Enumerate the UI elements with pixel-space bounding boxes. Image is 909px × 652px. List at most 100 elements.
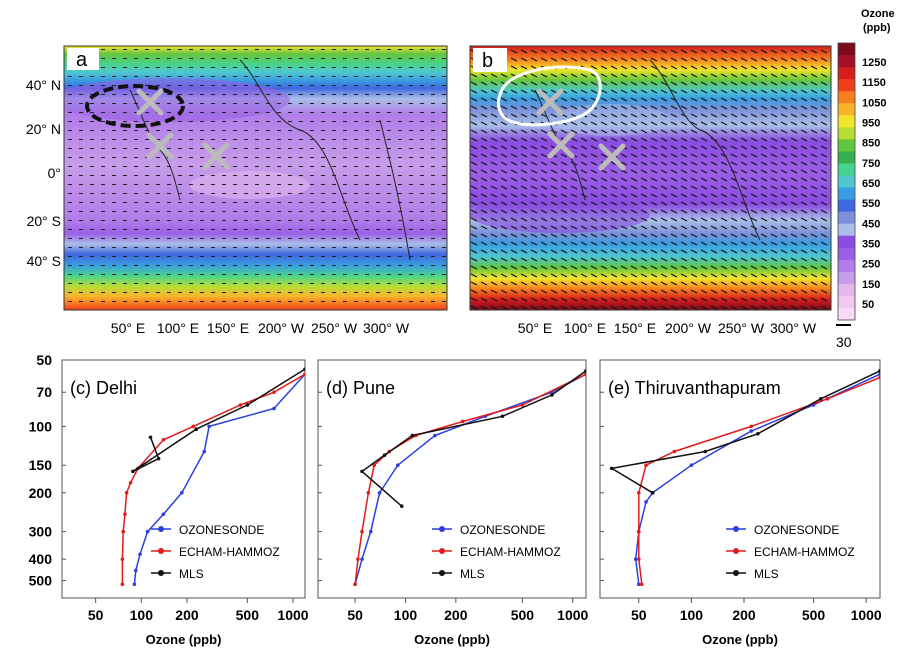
colorbar-swatch <box>838 235 855 249</box>
data-point <box>520 403 525 407</box>
colorbar-tick: 250 <box>862 259 880 271</box>
lon-label: 50° E <box>518 320 552 336</box>
data-point <box>303 367 305 371</box>
colorbar-swatch <box>838 91 855 104</box>
data-point <box>207 424 211 429</box>
data-point <box>749 429 754 433</box>
data-point <box>238 403 243 407</box>
legend-label: ECHAM-HAMMOZ <box>460 545 561 559</box>
data-point <box>121 529 126 534</box>
legend-marker <box>439 548 445 554</box>
x-tick-label: 50 <box>347 607 363 623</box>
data-point <box>410 433 415 438</box>
data-point <box>134 568 138 573</box>
data-point <box>120 557 125 561</box>
colorbar-swatch <box>838 199 855 213</box>
legend-label: OZONESONDE <box>179 523 264 537</box>
series-group <box>120 367 305 587</box>
lon-label: 50° E <box>111 320 145 336</box>
colorbar-swatch <box>838 103 855 116</box>
colorbar-swatch <box>838 211 855 225</box>
data-point <box>372 463 376 468</box>
cross-marker <box>202 142 230 170</box>
data-point <box>377 490 382 495</box>
x-axis-label: Ozone (ppb) <box>414 632 490 647</box>
colorbar-tick: 950 <box>862 118 880 130</box>
colorbar-swatch <box>838 79 855 92</box>
wind-vectors-b <box>470 46 831 310</box>
y-tick-label: 100 <box>29 418 53 434</box>
colorbar-swatch <box>838 67 855 80</box>
x-tick-label: 50 <box>88 607 104 623</box>
data-point <box>584 369 586 373</box>
map-panel-a: a <box>63 45 448 311</box>
data-point <box>161 437 166 442</box>
lat-label: 20° N <box>26 121 61 137</box>
lat-label: 20° S <box>27 213 61 229</box>
profile-panels: 50 70 100 150 200 300 400 500 50 100 200 500 1000 (c)… <box>29 352 882 647</box>
data-point <box>360 529 364 534</box>
data-point <box>128 480 133 485</box>
series-group <box>609 369 880 587</box>
x-tick-label: 200 <box>732 607 756 623</box>
colorbar-swatch <box>838 163 855 176</box>
data-point <box>639 582 644 587</box>
legend-marker <box>158 526 164 532</box>
lat-label: 40° N <box>26 77 61 93</box>
colorbar-tick: 850 <box>862 138 880 150</box>
data-point <box>360 557 364 561</box>
data-point <box>120 582 125 587</box>
data-point <box>303 372 305 377</box>
y-tick-label: 70 <box>36 384 52 400</box>
legend-label: ECHAM-HAMMOZ <box>179 545 280 559</box>
panel-label-a: a <box>76 49 88 71</box>
data-point <box>636 557 641 561</box>
data-point <box>353 582 357 587</box>
region-outline-a <box>85 84 185 128</box>
x-tick-label: 1000 <box>557 607 588 623</box>
lon-label: 200° W <box>258 320 305 336</box>
data-point <box>689 463 694 468</box>
lon-label: 250° W <box>311 320 358 336</box>
profile-panel: 50 100 200 500 1000 (c) Delhi Ozone (ppb) OZONE… <box>61 359 309 647</box>
colorbar-tick: 350 <box>862 239 880 251</box>
cross-marker <box>146 132 174 160</box>
series-line-ozonesonde <box>133 373 305 585</box>
lon-label: 300° W <box>770 320 817 336</box>
data-point <box>636 529 641 534</box>
wind-scale-label: 30 <box>836 334 852 350</box>
data-point <box>356 557 360 561</box>
x-axis-label: Ozone (ppb) <box>702 632 778 647</box>
legend-marker <box>439 570 445 576</box>
colorbar-tick: 50 <box>862 299 874 311</box>
colorbar-swatch <box>838 43 855 56</box>
lon-label: 300° W <box>363 320 410 336</box>
legend-marker <box>439 526 445 532</box>
x-tick-label: 200 <box>444 607 468 623</box>
cross-marker <box>536 88 564 116</box>
colorbar-tick: 1250 <box>862 57 886 69</box>
data-point <box>123 512 127 516</box>
colorbar-swatch <box>838 271 855 285</box>
colorbar-swatch <box>838 127 855 140</box>
y-tick-label: 400 <box>29 551 53 567</box>
data-point <box>272 406 276 411</box>
data-point <box>145 529 150 534</box>
y-tick-label: 50 <box>36 352 52 368</box>
colorbar-swatch <box>838 223 855 237</box>
x-tick-label: 500 <box>236 607 260 623</box>
panel-label-box-a <box>67 48 99 70</box>
colorbar-tick: 150 <box>862 279 880 291</box>
data-point <box>382 453 387 457</box>
data-point <box>749 424 754 429</box>
x-tick-label: 100 <box>394 607 418 623</box>
colorbar-tick: 650 <box>862 178 880 190</box>
cross-markers-b <box>536 88 626 171</box>
data-point <box>756 431 760 436</box>
y-tick-label: 200 <box>29 485 53 501</box>
cross-marker <box>598 143 626 171</box>
colorbar-frame <box>837 42 856 321</box>
y-tick-label: 300 <box>29 524 53 540</box>
lat-label: 0° <box>48 165 61 181</box>
x-tick-label: 500 <box>802 607 826 623</box>
